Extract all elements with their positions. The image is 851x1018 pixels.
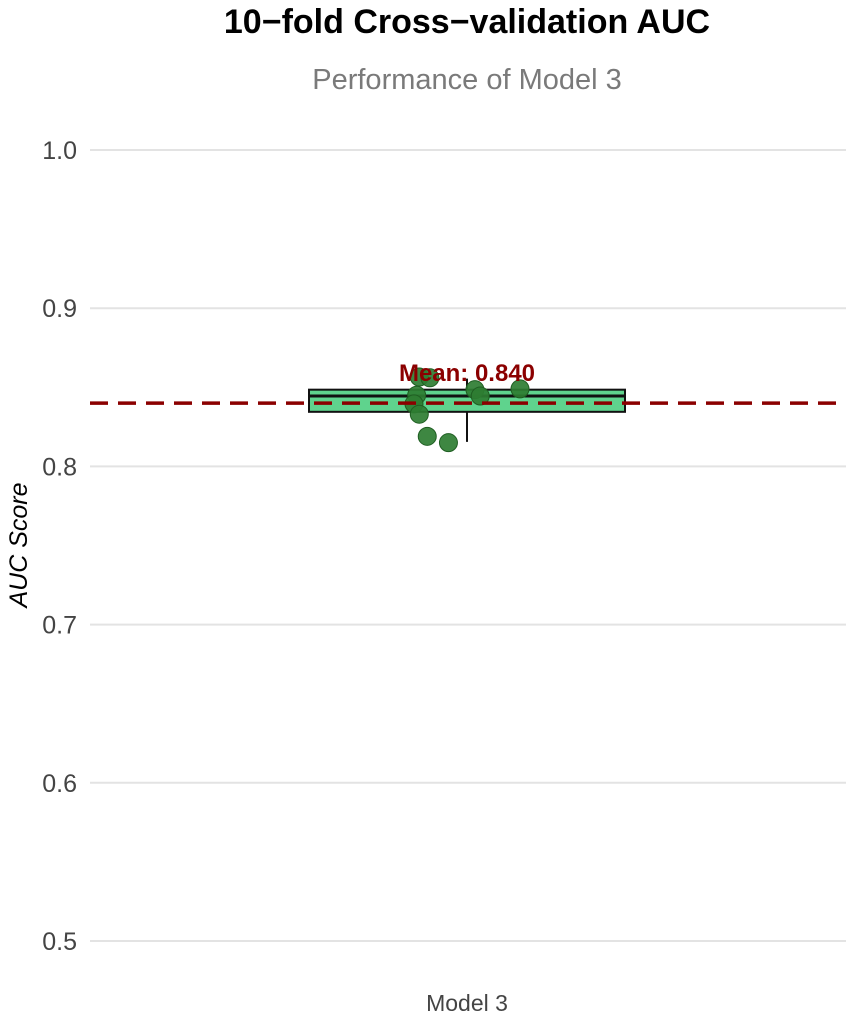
y-tick-label: 0.7 bbox=[42, 612, 77, 640]
chart-subtitle: Performance of Model 3 bbox=[312, 64, 621, 96]
data-point bbox=[470, 386, 490, 406]
y-tick-label: 0.9 bbox=[42, 295, 77, 323]
gridlines bbox=[90, 149, 846, 942]
y-tick-label: 0.6 bbox=[42, 770, 77, 798]
data-point bbox=[409, 404, 429, 424]
y-tick-label: 1.0 bbox=[42, 137, 77, 165]
data-point bbox=[420, 368, 440, 388]
mean-annotation: Mean: 0.840 bbox=[90, 360, 846, 405]
y-tick-labels: 0.5 0.6 0.7 0.8 0.9 1.0 bbox=[42, 137, 77, 956]
mean-label: Mean: 0.840 bbox=[399, 360, 535, 387]
x-tick-label: Model 3 bbox=[426, 990, 508, 1016]
data-point bbox=[417, 426, 437, 446]
boxplot bbox=[308, 378, 626, 442]
data-point bbox=[438, 433, 458, 453]
data-point bbox=[510, 379, 530, 399]
y-tick-label: 0.5 bbox=[42, 928, 77, 956]
y-axis-label: AUC Score bbox=[5, 482, 33, 609]
x-tick-labels: Model 3 bbox=[426, 990, 508, 1016]
chart-title: 10−fold Cross−validation AUC bbox=[224, 3, 710, 41]
y-tick-label: 0.8 bbox=[42, 453, 77, 481]
